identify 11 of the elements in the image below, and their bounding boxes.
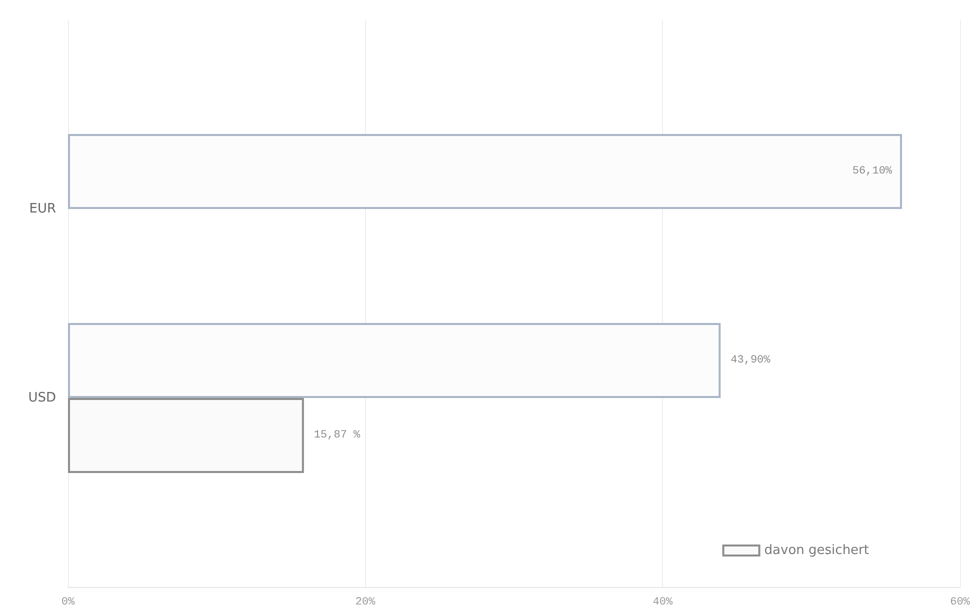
y-tick-label: EUR [29,202,56,216]
x-tick-label: 20% [355,596,376,608]
x-tick-label: 60% [950,596,970,608]
data-label: 56,10% [852,166,892,178]
data-label: 43,90% [730,354,771,366]
data-label: 15,87 % [314,430,361,442]
y-tick-label: USD [28,390,56,406]
x-tick-label: 0% [61,596,75,608]
legend-label: davon gesichert [764,543,870,558]
bar [68,134,902,209]
x-tick-label: 40% [652,596,673,608]
